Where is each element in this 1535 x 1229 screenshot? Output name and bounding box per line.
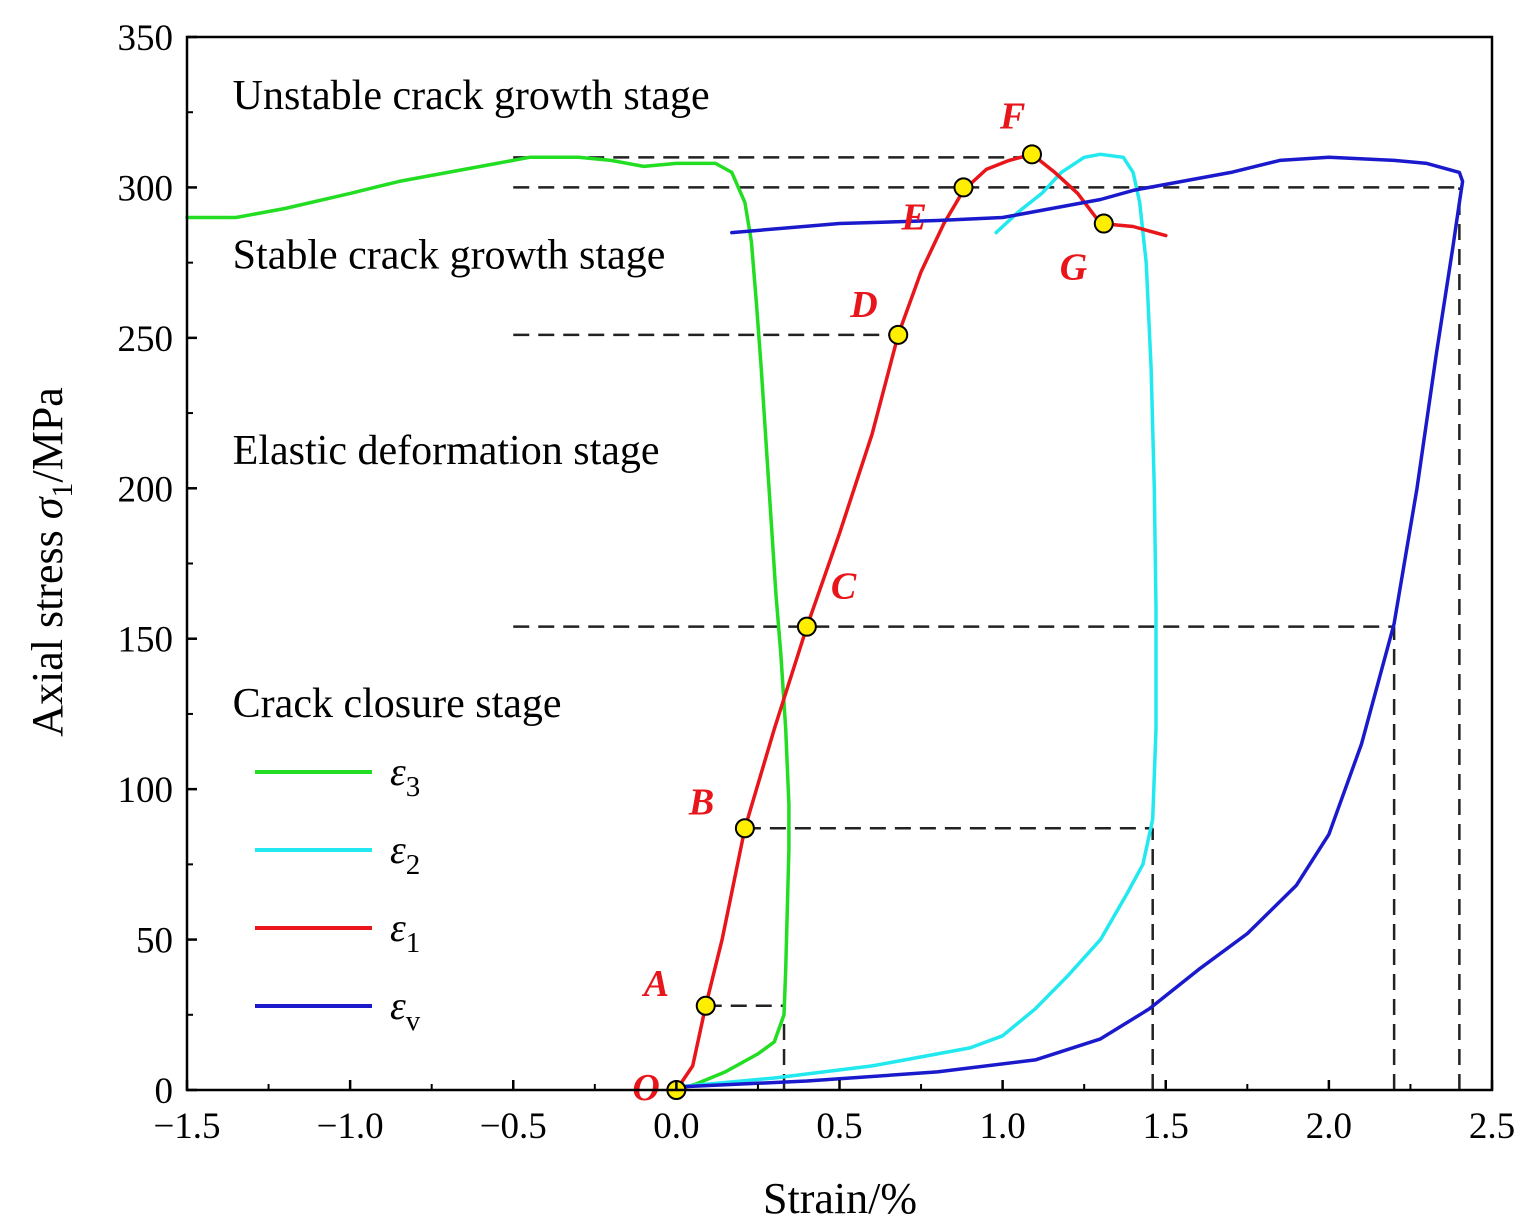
key-point-marker (888, 324, 909, 345)
x-tick-label: −1.0 (317, 1106, 384, 1147)
key-point-marker (1021, 144, 1042, 165)
key-point-label: G (1060, 247, 1088, 289)
key-point-markers: O A B C D E F G (632, 95, 1114, 1109)
x-tick-label: −1.5 (153, 1106, 220, 1147)
series-line-epsilon-2 (674, 152, 1158, 1089)
x-tick-label: 2.5 (1469, 1106, 1515, 1147)
legend: ε3 ε2 ε1 εv (255, 749, 421, 1037)
y-tick-label: 150 (118, 620, 174, 661)
x-tick-label: 2.0 (1306, 1106, 1352, 1147)
y-axis-title-subscript: 1 (46, 483, 79, 498)
series-line-epsilon-3 (185, 155, 791, 1092)
x-tick-label: −0.5 (480, 1106, 547, 1147)
y-tick-label: 0 (155, 1071, 174, 1112)
key-point-marker (695, 995, 716, 1016)
x-tick-label: 0.5 (816, 1106, 862, 1147)
y-axis-title: Axial stress σ1/MPa (23, 387, 79, 737)
plot-area-frame (185, 35, 1494, 1092)
x-tick-label: 1.5 (1143, 1106, 1189, 1147)
x-tick-label: 0.0 (653, 1106, 699, 1147)
stage-annotations: Unstable crack growth stage Stable crack … (233, 73, 710, 727)
key-point-label: B (688, 781, 714, 823)
key-point-label: E (900, 196, 926, 238)
y-tick-label: 50 (136, 921, 173, 962)
y-tick-label: 300 (118, 168, 174, 209)
legend-label: ε3 (390, 749, 420, 803)
key-point-label: O (632, 1067, 659, 1109)
key-point-label: D (849, 284, 877, 326)
key-point-label: C (831, 566, 857, 608)
stage-annotation: Unstable crack growth stage (233, 73, 710, 119)
series-line-epsilon-v (674, 155, 1465, 1089)
series-line-epsilon-1 (674, 152, 1168, 1092)
key-point-marker (734, 818, 755, 839)
y-tick-label: 350 (118, 18, 174, 59)
y-tick-label: 200 (118, 469, 174, 510)
key-point-label: A (642, 963, 669, 1005)
legend-label: ε1 (390, 905, 420, 959)
key-point-marker (796, 616, 817, 637)
stage-annotation: Stable crack growth stage (233, 233, 666, 279)
key-point-label: F (999, 95, 1025, 137)
y-tick-label: 250 (118, 319, 174, 360)
legend-label: ε2 (390, 827, 420, 881)
y-axis-title-prefix: Axial stress (23, 519, 72, 737)
stage-annotation: Crack closure stage (233, 681, 562, 727)
y-axis-title-symbol: σ (23, 495, 72, 519)
x-axis-title: Strain/% (763, 1174, 917, 1223)
series-lines (185, 152, 1465, 1092)
y-axis-title-suffix: /MPa (23, 387, 72, 482)
x-tick-label: 1.0 (980, 1106, 1026, 1147)
reference-lines (513, 156, 1461, 1090)
key-point-marker (953, 177, 974, 198)
y-tick-label: 100 (118, 770, 174, 811)
legend-label: εv (390, 983, 421, 1037)
axis-ticks: −1.5 −1.0 −0.5 0.0 0.5 1.0 1.5 2.0 2.5 0 50 100 150 2… (118, 18, 1516, 1147)
stage-annotation: Elastic deformation stage (233, 428, 660, 474)
key-point-marker (1093, 213, 1114, 234)
